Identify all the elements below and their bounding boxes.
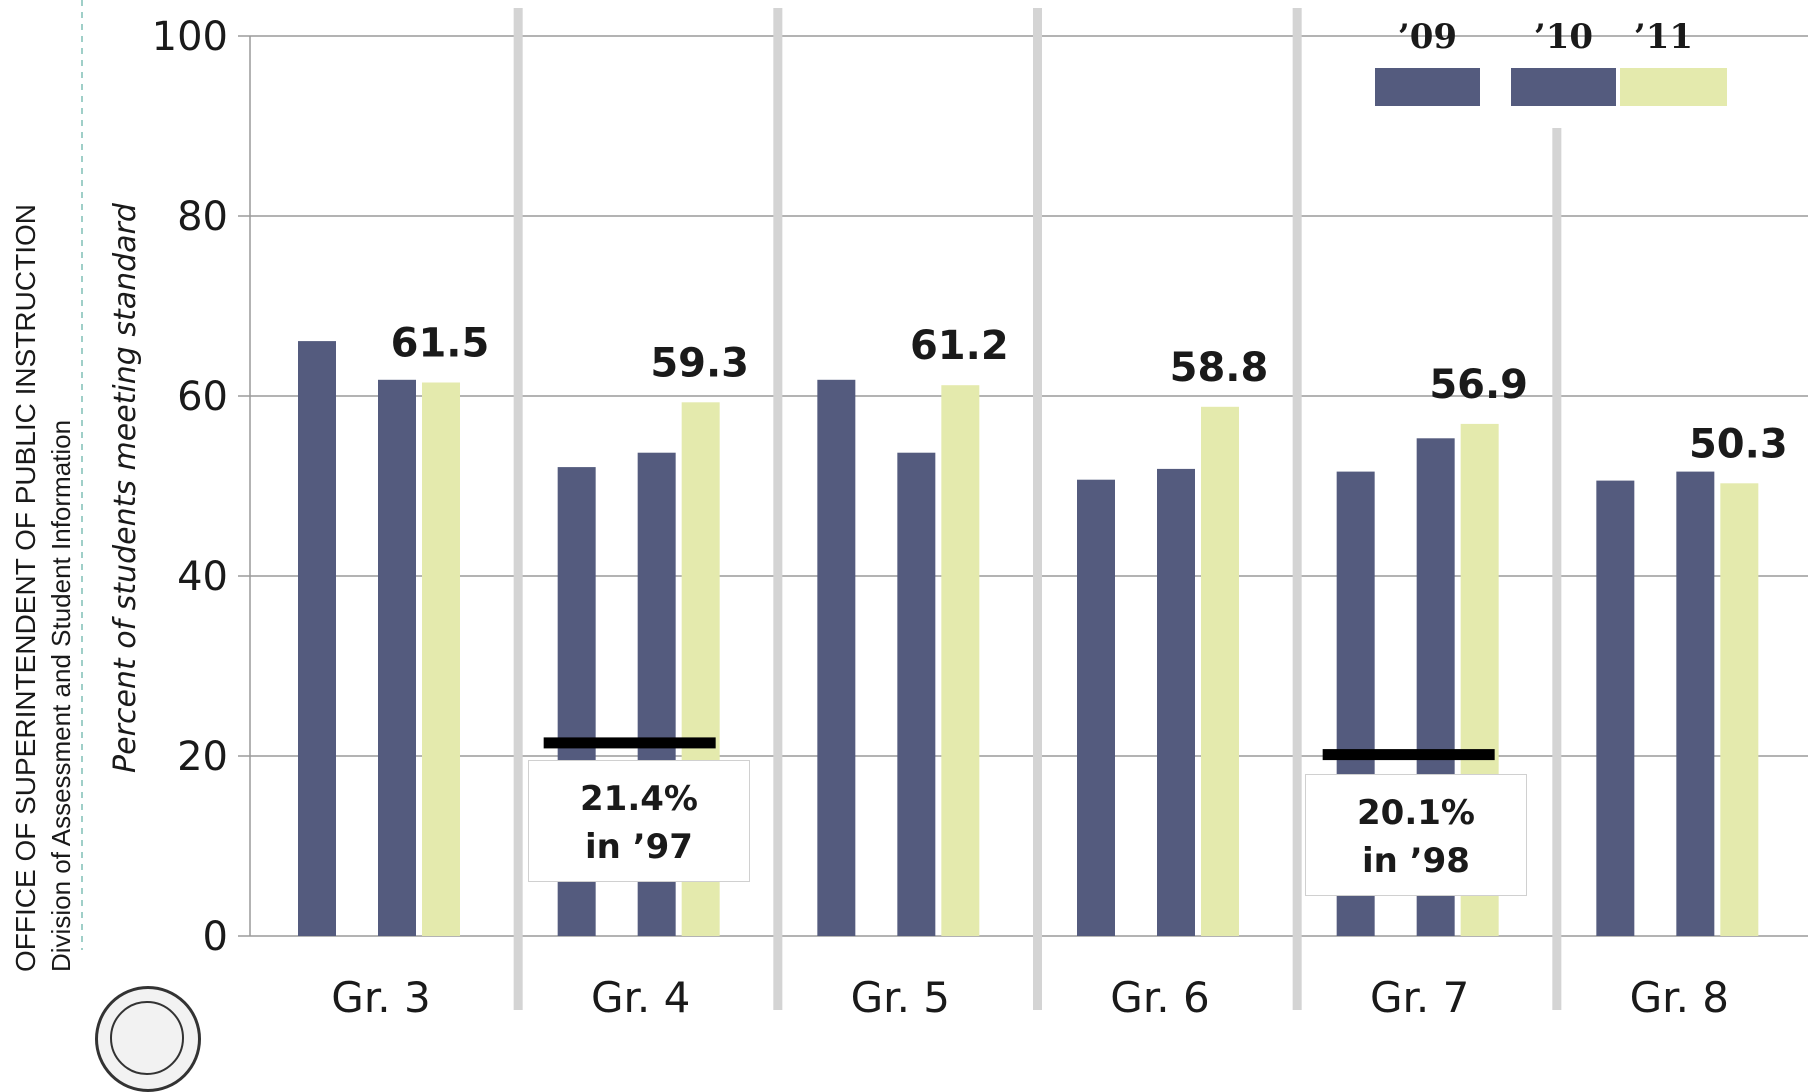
- legend-label-1: ’09: [1398, 17, 1457, 57]
- bar-gr-8-series-2: [1676, 471, 1715, 936]
- y-tick-label-100: 100: [152, 14, 228, 60]
- ospi-seal-logo: [95, 986, 201, 1092]
- benchmark-note-gr4-year: in ’97: [585, 827, 693, 867]
- legend-swatch-1: [1375, 68, 1480, 106]
- x-tick-label-1: Gr. 3: [331, 973, 430, 1022]
- benchmark-line-2: [1322, 749, 1495, 761]
- grade-separator-4: [1292, 8, 1302, 1010]
- x-tick-label-4: Gr. 6: [1110, 973, 1209, 1022]
- bar-gr-5-series-3: [941, 385, 980, 936]
- y-tick-label-60: 60: [177, 374, 228, 420]
- legend-label-3: ’11: [1634, 17, 1693, 57]
- benchmark-note-gr4: 21.4% in ’97: [528, 760, 750, 882]
- grade-bar-chart: 0 20 40 60 80 100 ’09 ’10 ’11 Gr. 3 61.5 Gr. 4 59.…: [81, 0, 1808, 1022]
- data-label-3: 61.2: [910, 323, 1009, 369]
- data-label-1: 61.5: [391, 321, 490, 367]
- organization-name: OFFICE OF SUPERINTENDENT OF PUBLIC INSTR…: [10, 204, 41, 972]
- bar-gr-5-series-1: [817, 379, 856, 936]
- benchmark-line-1: [543, 737, 716, 749]
- y-axis-label: Percent of students meeting standard: [108, 202, 143, 773]
- data-label-2: 59.3: [650, 340, 749, 386]
- bar-gr-8-series-3: [1720, 483, 1759, 936]
- benchmark-note-gr7-year: in ’98: [1362, 841, 1470, 881]
- bar-gr-5-series-2: [897, 452, 936, 936]
- benchmark-note-gr7-value: 20.1%: [1357, 793, 1475, 833]
- data-label-5: 56.9: [1429, 362, 1528, 408]
- bar-gr-6-series-1: [1077, 479, 1115, 936]
- bar-gr-3-series-2: [378, 379, 416, 936]
- y-tick-label-40: 40: [177, 554, 228, 600]
- x-tick-label-2: Gr. 4: [591, 973, 690, 1022]
- division-name: Division of Assessment and Student Infor…: [46, 419, 76, 972]
- data-label-4: 58.8: [1170, 345, 1269, 391]
- x-tick-label-3: Gr. 5: [851, 973, 950, 1022]
- y-tick-label-80: 80: [177, 194, 228, 240]
- bar-gr-8-series-1: [1596, 480, 1635, 936]
- legend-swatch-2: [1511, 68, 1616, 106]
- bar-gr-6-series-3: [1201, 406, 1239, 936]
- benchmark-note-gr4-value: 21.4%: [580, 779, 698, 819]
- grade-separator-5: [1552, 128, 1562, 1010]
- bar-gr-6-series-2: [1157, 468, 1195, 936]
- legend-label-2: ’10: [1534, 17, 1593, 57]
- grade-separator-3: [1033, 8, 1042, 1010]
- grade-separator-1: [513, 8, 523, 1010]
- y-tick-label-0: 0: [203, 914, 228, 960]
- data-label-6: 50.3: [1689, 421, 1788, 467]
- x-tick-label-6: Gr. 8: [1630, 973, 1729, 1022]
- y-tick-label-20: 20: [177, 734, 228, 780]
- x-tick-label-5: Gr. 7: [1370, 973, 1469, 1022]
- grade-separator-2: [773, 8, 783, 1010]
- legend-swatch-3: [1620, 68, 1727, 106]
- bar-gr-3-series-3: [422, 382, 460, 936]
- bar-gr-3-series-1: [298, 341, 336, 937]
- benchmark-note-gr7: 20.1% in ’98: [1305, 774, 1527, 896]
